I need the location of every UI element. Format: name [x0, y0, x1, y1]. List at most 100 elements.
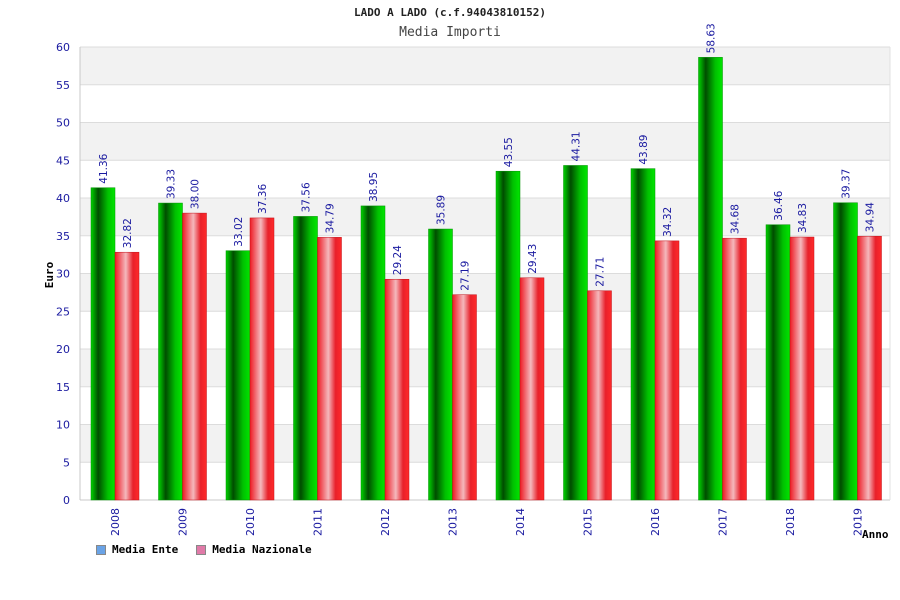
y-tick-label: 25	[56, 305, 70, 318]
chart-title: LADO A LADO (c.f.94043810152)	[353, 6, 547, 19]
legend-label-media-ente: Media Ente	[112, 543, 179, 556]
y-tick-label: 40	[56, 192, 70, 205]
chart-subtitle: Media Importi	[399, 25, 501, 40]
data-label: 43.89	[638, 135, 650, 165]
data-label: 33.02	[233, 217, 245, 247]
bar-media-ente	[563, 165, 588, 501]
bar-media-ente	[698, 57, 723, 501]
y-tick-label: 0	[63, 494, 70, 507]
bar-media-ente	[90, 187, 116, 501]
bar-media-ente	[765, 224, 791, 501]
bar-media-ente	[360, 205, 386, 501]
legend-swatch-media-nazionale	[196, 544, 207, 555]
y-tick-label: 5	[63, 456, 70, 469]
y-tick-label: 60	[56, 41, 70, 54]
bar-media-nazionale	[384, 278, 410, 501]
grid-band	[80, 84, 890, 123]
x-tick-label: 2012	[379, 508, 392, 536]
x-tick-label: 2016	[649, 508, 662, 536]
y-tick-label: 15	[56, 381, 70, 394]
y-tick-labels: 0 5 10 15 20 25 30 35 40 45 50 55 60	[56, 41, 70, 507]
x-tick-label: 2015	[582, 508, 595, 536]
bar-media-nazionale	[654, 240, 680, 501]
data-label: 35.89	[436, 195, 448, 225]
x-tick-label: 2013	[447, 508, 460, 536]
legend-item-media-ente: Media Ente	[96, 543, 178, 556]
bar-media-nazionale	[789, 236, 815, 501]
data-label: 41.36	[98, 153, 110, 183]
data-label: 34.83	[797, 203, 809, 233]
data-label: 27.71	[595, 257, 607, 287]
grid-band	[80, 47, 890, 85]
bar-media-nazionale	[722, 237, 747, 501]
data-label: 38.95	[368, 172, 380, 202]
bar-media-ente	[428, 228, 453, 501]
data-label: 27.19	[460, 261, 472, 291]
bar-media-nazionale	[249, 217, 275, 501]
x-tick-label: 2017	[717, 508, 730, 536]
data-label: 37.36	[257, 184, 269, 214]
data-label: 34.94	[865, 202, 877, 232]
data-label: 37.56	[301, 182, 313, 212]
y-axis-label: Euro	[43, 261, 56, 288]
bar-media-ente	[158, 202, 183, 501]
data-label: 29.43	[527, 244, 539, 274]
y-tick-label: 50	[56, 117, 70, 130]
x-axis-label: Anno	[862, 528, 889, 541]
x-tick-label: 2019	[852, 508, 865, 536]
data-label: 39.37	[841, 169, 853, 199]
data-label: 38.00	[190, 179, 202, 209]
bar-media-ente	[225, 250, 251, 501]
data-label: 58.63	[706, 23, 718, 53]
y-tick-label: 30	[56, 268, 70, 281]
gridlines	[80, 46, 890, 501]
grid-band	[80, 311, 890, 349]
data-label: 39.33	[166, 169, 178, 199]
data-label: 34.79	[325, 203, 337, 233]
legend-swatch-media-ente	[96, 544, 106, 555]
x-tick-label: 2011	[312, 508, 325, 536]
bar-media-nazionale	[857, 235, 882, 501]
data-label: 44.31	[571, 131, 583, 161]
bar-media-nazionale	[114, 251, 140, 501]
data-label: 34.32	[662, 207, 674, 237]
grid-band	[80, 424, 890, 463]
legend-label-media-nazionale: Media Nazionale	[212, 543, 312, 556]
grid-band	[80, 235, 890, 274]
y-tick-label: 20	[56, 343, 70, 356]
grid-band	[80, 386, 890, 425]
data-label: 34.68	[730, 204, 742, 234]
x-tick-label: 2014	[514, 508, 527, 536]
data-label: 43.55	[503, 137, 515, 167]
y-tick-label: 55	[56, 79, 70, 92]
bar-media-nazionale	[587, 290, 612, 501]
grid-band	[80, 122, 890, 161]
bar-media-nazionale	[519, 277, 545, 501]
axes	[79, 47, 891, 501]
data-label: 29.24	[392, 245, 404, 275]
x-tick-label: 2018	[784, 508, 797, 536]
data-labels: 41.36 32.82 39.33 38.00 33.02 37.36 37.56 34.79…	[98, 23, 877, 290]
bar-media-ente	[293, 216, 318, 501]
bar-media-nazionale	[182, 212, 207, 501]
y-tick-label: 10	[56, 419, 70, 432]
bar-media-ente	[833, 202, 858, 501]
data-label: 36.46	[773, 190, 785, 220]
grid-bands	[80, 47, 890, 500]
grid-band	[80, 273, 890, 312]
bar-media-ente	[630, 168, 656, 501]
grid-band	[80, 349, 890, 387]
y-tick-label: 45	[56, 154, 70, 167]
bar-media-nazionale	[452, 294, 477, 501]
grid-band	[80, 198, 890, 236]
x-tick-label: 2008	[109, 508, 122, 536]
x-tick-labels: 2008 2009 2010 2011 2012 2013 2014 2015 2016 2017…	[109, 508, 865, 536]
x-tick-label: 2010	[244, 508, 257, 536]
bars	[90, 57, 882, 501]
grid-band	[80, 160, 890, 198]
bar-media-ente	[495, 170, 521, 501]
bar-media-nazionale	[317, 237, 342, 501]
y-tick-label: 35	[56, 230, 70, 243]
data-label: 32.82	[122, 218, 134, 248]
